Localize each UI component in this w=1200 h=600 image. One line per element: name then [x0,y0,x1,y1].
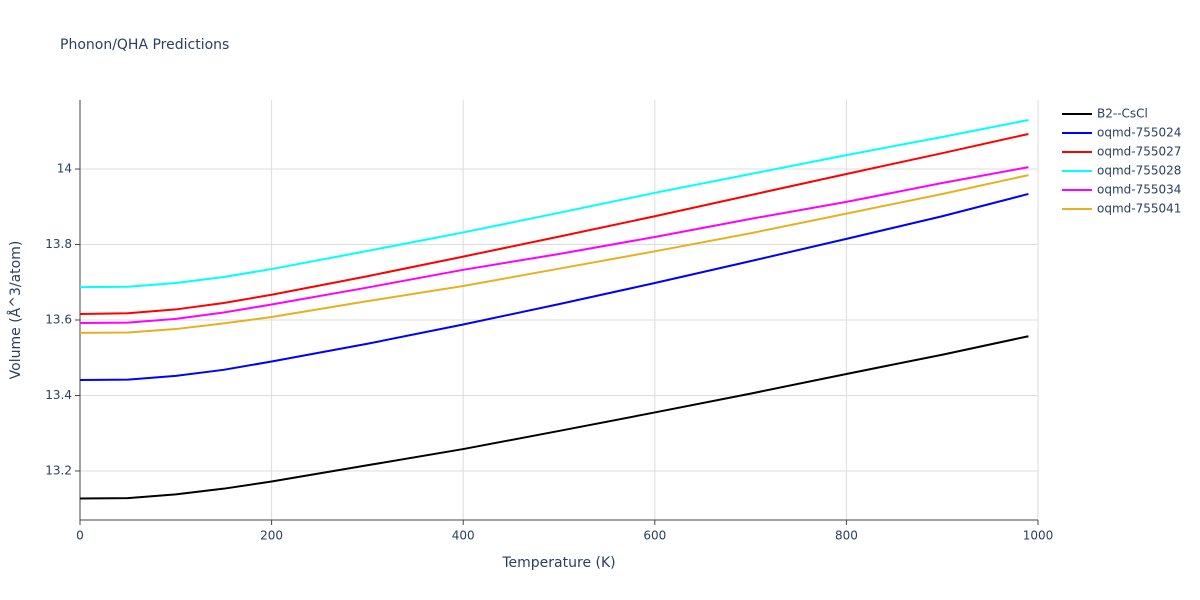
x-tick-label: 400 [452,529,475,543]
y-tick-label: 13.8 [45,237,72,251]
line-series [79,335,1029,500]
chart-title: Phonon/QHA Predictions [60,37,229,53]
y-tick-label: 14 [57,162,72,176]
x-tick-label: 800 [835,529,858,543]
legend-label: oqmd-755024 [1097,126,1181,140]
x-tick-label: 0 [76,529,84,543]
line-series [79,119,1029,289]
line-series [79,166,1029,325]
y-tick-label: 13.6 [45,313,72,327]
line-series [79,192,1029,381]
x-tick-label: 200 [260,529,283,543]
line-series [79,174,1029,334]
legend-label: oqmd-755027 [1097,145,1181,159]
legend-label: oqmd-755034 [1097,183,1181,197]
x-tick-label: 600 [643,529,666,543]
y-tick-label: 13.2 [45,463,72,477]
x-axis-title: Temperature (K) [501,555,615,571]
legend-label: oqmd-755028 [1097,164,1181,178]
x-tick-label: 1000 [1023,529,1054,543]
y-tick-label: 13.4 [45,388,72,402]
y-axis-title: Volume (Å^3/atom) [7,241,24,380]
legend-label: B2--CsCl [1097,107,1148,121]
legend-label: oqmd-755041 [1097,202,1181,216]
line-series [79,132,1029,315]
